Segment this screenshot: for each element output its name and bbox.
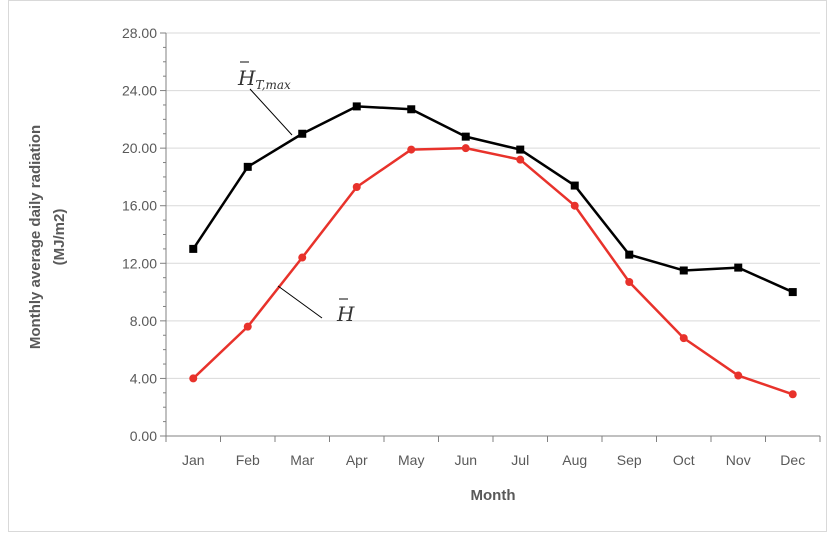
- annotations: HT,max H: [237, 61, 355, 326]
- data-point: [516, 155, 525, 164]
- y-tick-label: 8.00: [130, 313, 157, 329]
- x-tick-label: May: [398, 452, 424, 468]
- x-tick-label: Jun: [454, 452, 477, 468]
- data-point: [407, 105, 416, 114]
- x-tick-label: Jan: [182, 452, 205, 468]
- y-tick-labels: 0.00 4.00 8.00 12.00 16.00 20.00 24.00 28.00: [122, 25, 157, 444]
- data-point: [570, 201, 579, 210]
- x-axis-title: Month: [471, 487, 516, 504]
- y-tick-label: 28.00: [122, 25, 157, 41]
- y-tick-label: 4.00: [130, 370, 157, 386]
- data-point: [734, 263, 743, 272]
- y-tick-label: 24.00: [122, 83, 157, 99]
- gridlines: [166, 32, 820, 379]
- series-layer: [189, 102, 797, 399]
- data-point: [243, 162, 252, 171]
- data-point: [788, 390, 797, 399]
- y-tick-label: 20.00: [122, 140, 157, 156]
- data-point: [625, 250, 634, 259]
- y-tick-label: 12.00: [122, 255, 157, 271]
- x-tick-label: Jul: [511, 452, 529, 468]
- x-tick-label: Nov: [726, 452, 751, 468]
- data-point: [243, 322, 252, 331]
- y-tick-label: 0.00: [130, 428, 157, 444]
- y-axis-title: Monthly average daily radiation: [27, 125, 44, 349]
- annotation-leader: [249, 88, 293, 136]
- data-point: [570, 181, 579, 190]
- data-point: [189, 244, 198, 253]
- y-axis-unit: (MJ/m2): [51, 209, 68, 266]
- data-point: [679, 266, 688, 275]
- x-tick-label: Oct: [673, 452, 695, 468]
- x-tick-label: Dec: [780, 452, 805, 468]
- data-point: [407, 145, 416, 154]
- data-point: [516, 145, 525, 154]
- series-ht_max: [189, 102, 797, 297]
- y-tick-label: 16.00: [122, 198, 157, 214]
- annotation-ht-max: HT,max: [237, 66, 291, 92]
- data-point: [352, 183, 361, 192]
- x-tick-label: Feb: [236, 452, 260, 468]
- data-point: [189, 374, 198, 383]
- data-point: [461, 132, 470, 141]
- annotation-h: H: [336, 302, 355, 326]
- data-point: [788, 288, 797, 297]
- x-tick-label: Apr: [346, 452, 368, 468]
- annotation-leader: [277, 285, 323, 319]
- x-tick-label: Aug: [562, 452, 587, 468]
- data-point: [679, 334, 688, 343]
- series-line-ht_max: [192, 105, 794, 294]
- data-point: [461, 144, 470, 153]
- data-point: [298, 129, 307, 138]
- series-line-h_bar: [192, 146, 794, 396]
- series-h_bar: [189, 144, 797, 399]
- data-point: [734, 371, 743, 380]
- data-point: [298, 253, 307, 262]
- x-tick-labels: Jan Feb Mar Apr May Jun Jul Aug Sep Oct Nov Dec: [182, 452, 805, 468]
- x-tick-label: Mar: [290, 452, 314, 468]
- x-tick-label: Sep: [617, 452, 642, 468]
- axes: [160, 32, 821, 442]
- data-point: [625, 277, 634, 286]
- data-point: [352, 102, 361, 111]
- chart-frame: [8, 0, 827, 532]
